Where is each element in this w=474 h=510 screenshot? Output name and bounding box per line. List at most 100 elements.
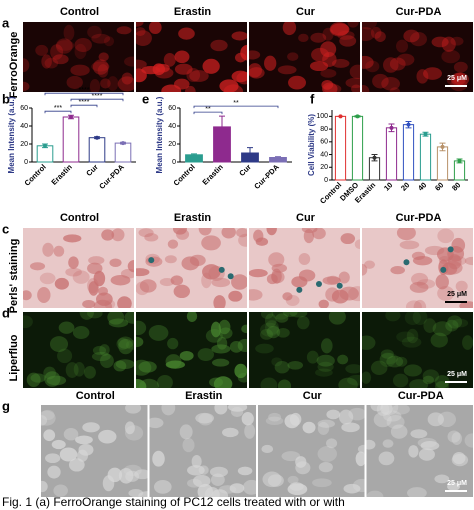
cell	[455, 280, 468, 292]
bar	[351, 115, 364, 181]
cell	[338, 377, 358, 388]
mean-marker	[95, 135, 99, 140]
cell	[447, 430, 461, 443]
row-label: Perls' staining	[8, 239, 20, 314]
mean-marker	[43, 143, 47, 148]
cell	[450, 36, 464, 46]
panel-letter: a	[2, 15, 10, 30]
cell	[362, 84, 370, 92]
cell	[450, 72, 470, 87]
cell	[423, 318, 437, 333]
cell	[309, 61, 329, 72]
cell	[407, 487, 427, 497]
cell	[205, 329, 223, 343]
cell	[125, 405, 142, 414]
cells	[41, 405, 148, 497]
y-tick-label: 60	[320, 139, 328, 146]
cell	[212, 358, 230, 367]
cell	[93, 270, 106, 287]
cell	[211, 277, 231, 288]
cell	[227, 405, 248, 412]
cell	[348, 286, 360, 302]
cell	[136, 379, 147, 388]
cell	[74, 38, 92, 53]
cell	[23, 315, 33, 329]
cell	[37, 287, 51, 304]
cell	[366, 490, 384, 497]
cells	[249, 22, 360, 92]
cell	[328, 312, 346, 325]
cell	[275, 313, 289, 323]
cell	[431, 36, 449, 48]
cell	[202, 264, 221, 280]
cell	[161, 405, 176, 416]
cell	[210, 321, 221, 338]
cell	[312, 478, 332, 488]
cell	[441, 36, 456, 52]
cell	[117, 336, 134, 349]
column-header: Erastin	[174, 212, 212, 224]
cell	[282, 292, 293, 301]
cell	[237, 338, 247, 353]
x-tick-label: 40	[416, 180, 428, 192]
cell	[170, 275, 184, 286]
cell	[396, 331, 415, 343]
iron-deposit	[447, 246, 454, 253]
cell	[88, 256, 105, 265]
cell	[46, 375, 67, 386]
cell	[389, 57, 406, 71]
cell	[345, 364, 360, 374]
x-tick-label: Erastin	[49, 162, 74, 187]
cell	[228, 290, 243, 302]
y-tick-label: 20	[168, 141, 176, 148]
cell	[284, 414, 300, 429]
cell	[103, 36, 115, 47]
column-header: Control	[76, 390, 115, 402]
cell	[405, 300, 422, 308]
cell	[165, 360, 186, 369]
cell	[59, 447, 78, 462]
cell	[82, 422, 100, 433]
cell	[409, 32, 427, 47]
cell	[373, 412, 392, 428]
cell	[221, 228, 236, 239]
cell	[287, 475, 299, 485]
cell	[99, 344, 110, 356]
bar	[36, 145, 54, 163]
cell	[136, 27, 146, 36]
cell	[117, 76, 134, 92]
x-tick-label: 80	[450, 180, 462, 192]
cell	[464, 433, 473, 448]
cell	[65, 362, 79, 378]
y-axis-label: Cell Viability (%)	[307, 114, 316, 176]
cell	[385, 312, 401, 322]
cell	[179, 424, 193, 440]
cell	[354, 239, 360, 250]
cell	[107, 312, 125, 325]
cell	[23, 81, 30, 92]
cell	[380, 349, 394, 359]
significance-bracket	[44, 110, 72, 114]
cell	[318, 461, 333, 473]
cell	[70, 64, 90, 76]
cell	[92, 59, 109, 75]
cell	[136, 336, 144, 348]
x-tick-label: Control	[23, 162, 48, 187]
cell	[230, 406, 244, 418]
cell	[411, 251, 426, 260]
cell	[41, 410, 56, 426]
cell	[35, 44, 49, 56]
mean-marker	[457, 158, 462, 163]
y-axis-label: Mean Intensity (a.u.)	[155, 96, 164, 173]
cell	[395, 356, 408, 367]
cell	[29, 262, 46, 271]
iron-deposit	[440, 266, 447, 273]
cell	[191, 454, 202, 468]
cell	[82, 299, 96, 308]
cell	[152, 450, 165, 467]
cell	[55, 38, 73, 54]
cell	[87, 312, 103, 319]
cell	[55, 40, 75, 51]
cell	[437, 285, 455, 301]
cell	[73, 362, 85, 377]
